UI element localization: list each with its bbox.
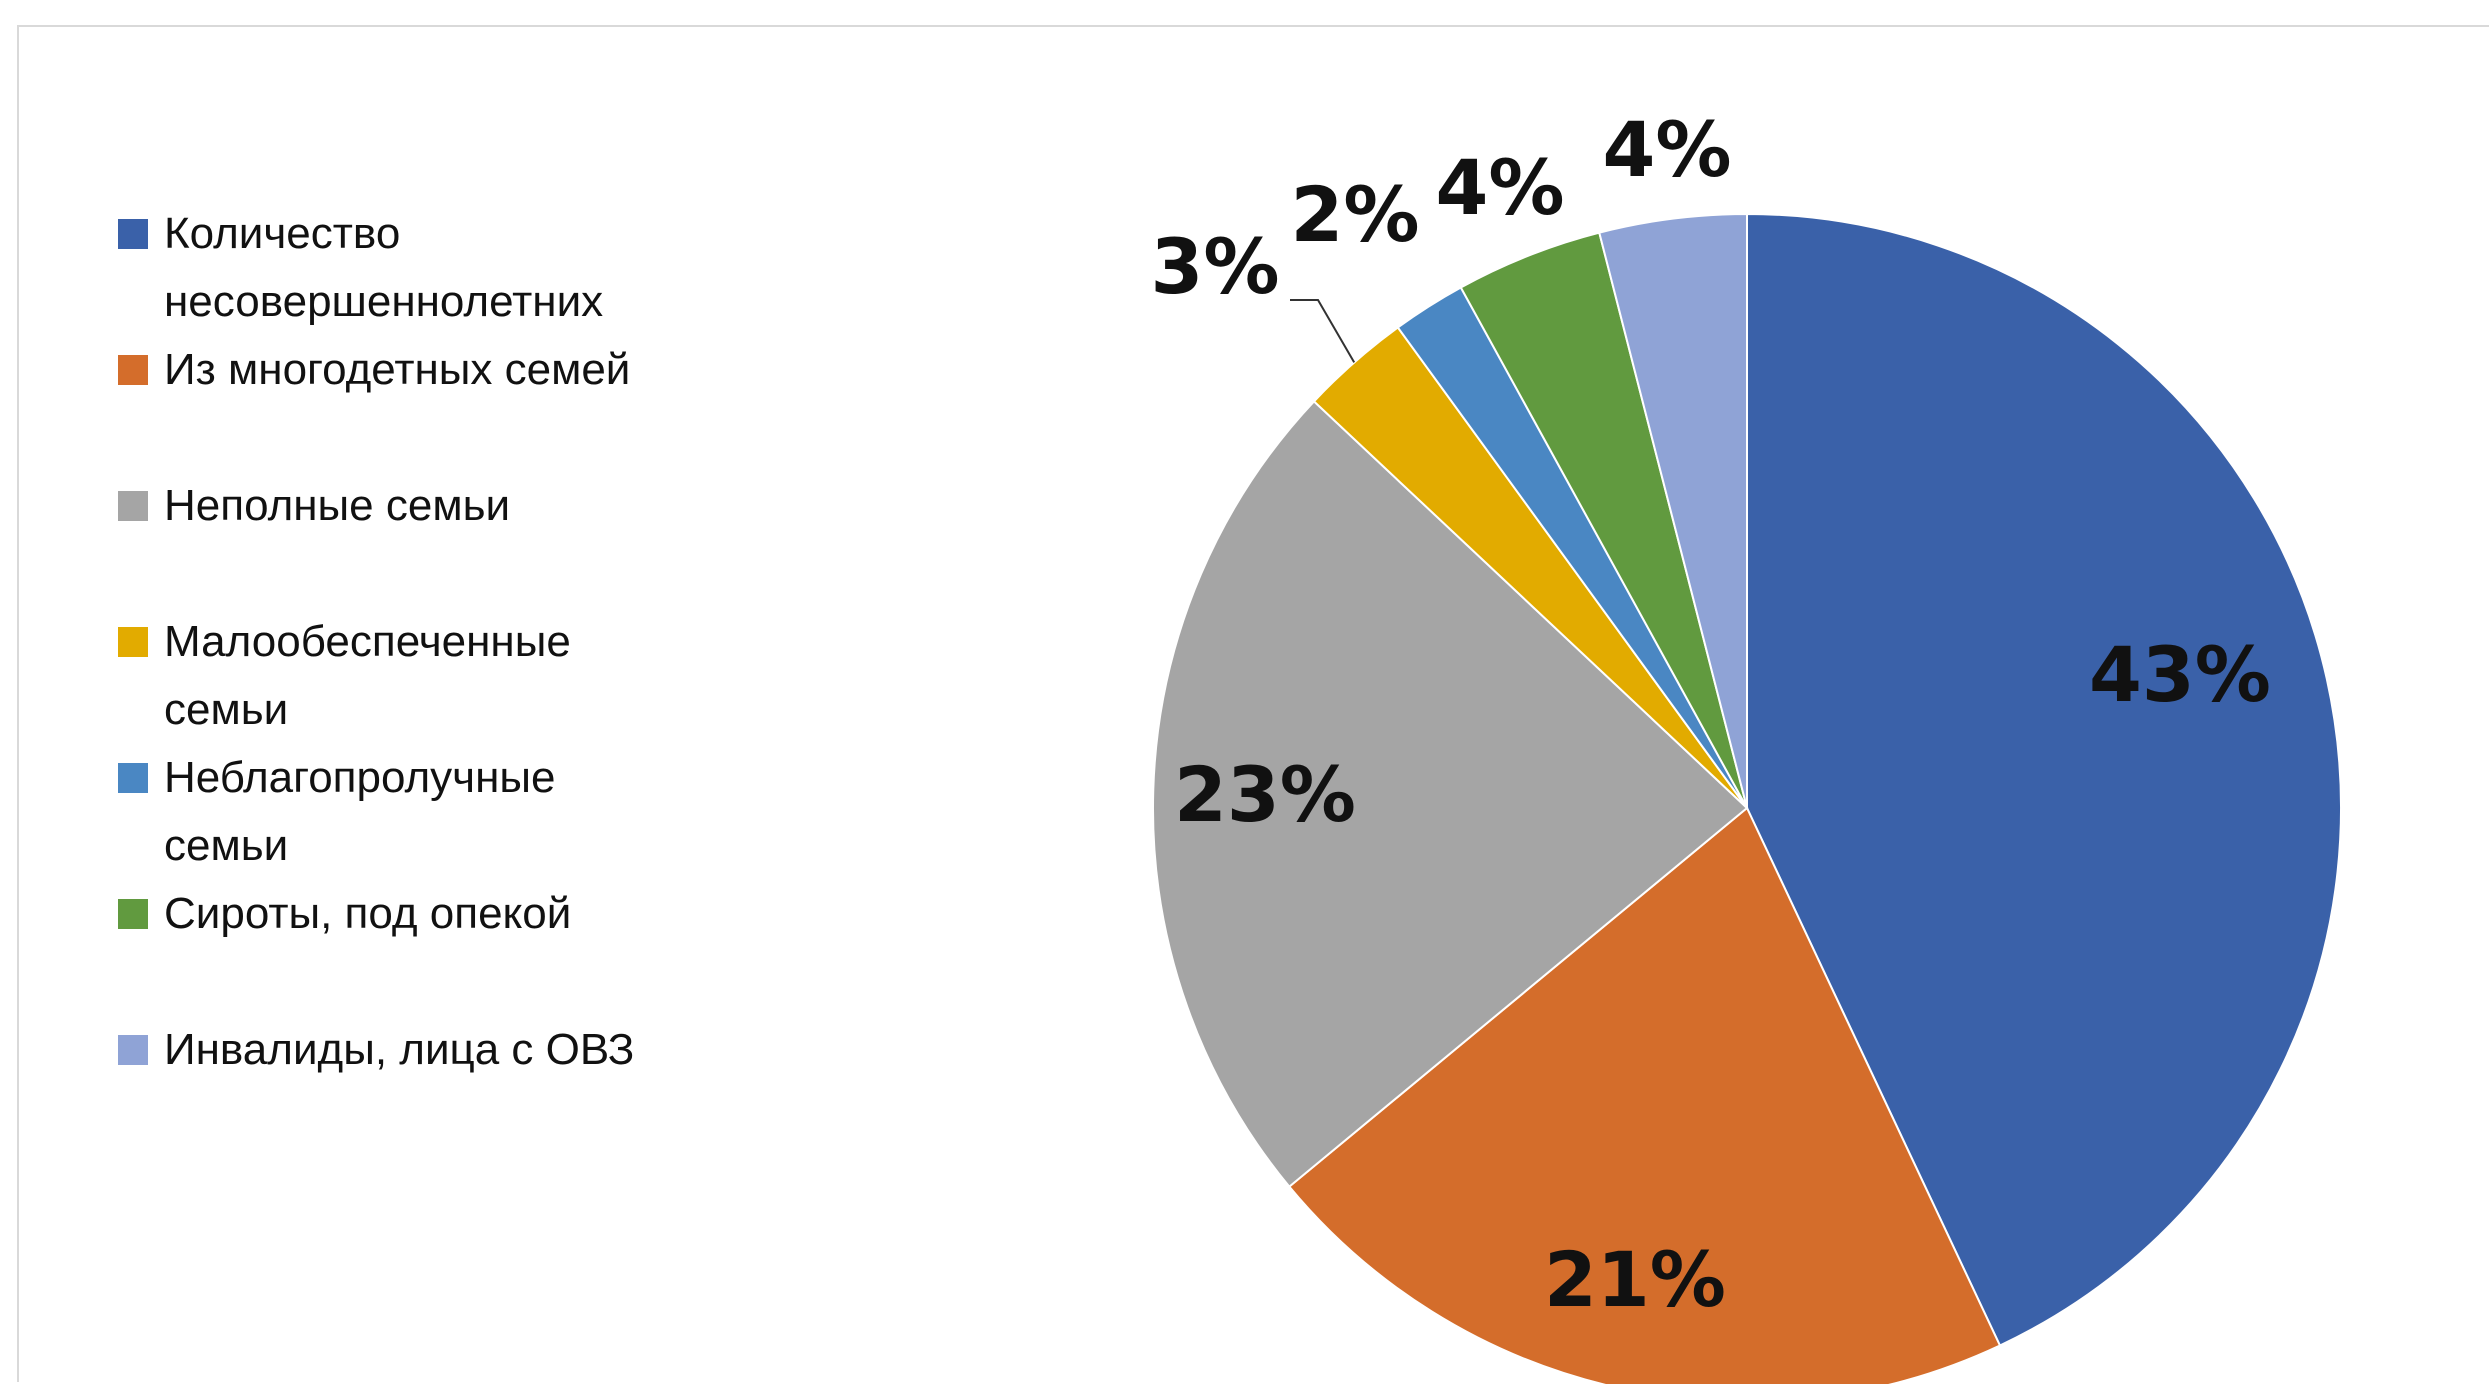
legend-label: Сироты, под опекой <box>164 889 572 938</box>
data-label: 43% <box>2089 630 2271 719</box>
data-label: 3% <box>1150 222 1279 311</box>
legend-label: Неблагопролучные семьи <box>164 753 556 870</box>
legend-item: Из многодетных семей <box>118 336 754 404</box>
legend-swatch <box>118 763 148 793</box>
pie-slice <box>1152 399 1749 1189</box>
data-label: 23% <box>1174 750 1356 839</box>
legend-label: Из многодетных семей <box>164 345 631 394</box>
pie-slice <box>1287 806 2002 1384</box>
legend-swatch <box>118 899 148 929</box>
data-label: 4% <box>1435 143 1564 232</box>
legend-label: Количество несовершеннолетних <box>164 209 604 326</box>
legend-label: Неполные семьи <box>164 481 511 530</box>
data-label: 4% <box>1602 105 1731 194</box>
legend-item: Сироты, под опекой <box>118 880 754 948</box>
legend-swatch <box>118 1035 148 1065</box>
leader-line <box>1290 299 1356 363</box>
data-label: 2% <box>1290 170 1419 259</box>
data-label: 21% <box>1544 1235 1726 1324</box>
legend-label: Инвалиды, лица с ОВЗ <box>164 1025 635 1074</box>
legend-item: Неблагопролучные семьи <box>118 744 684 880</box>
legend-item: Неполные семьи <box>118 472 754 540</box>
legend-item: Малообеспеченные семьи <box>118 608 684 744</box>
chart-frame <box>17 25 2489 1382</box>
legend-label: Малообеспеченные семьи <box>164 617 571 734</box>
legend-item: Инвалиды, лица с ОВЗ <box>118 1016 754 1084</box>
legend-swatch <box>118 355 148 385</box>
pie-slice <box>1746 212 2342 1347</box>
pie-slice <box>1598 212 1748 809</box>
legend-item: Количество несовершеннолетних <box>118 200 754 336</box>
legend-swatch <box>118 491 148 521</box>
legend-swatch <box>118 219 148 249</box>
legend-swatch <box>118 627 148 657</box>
